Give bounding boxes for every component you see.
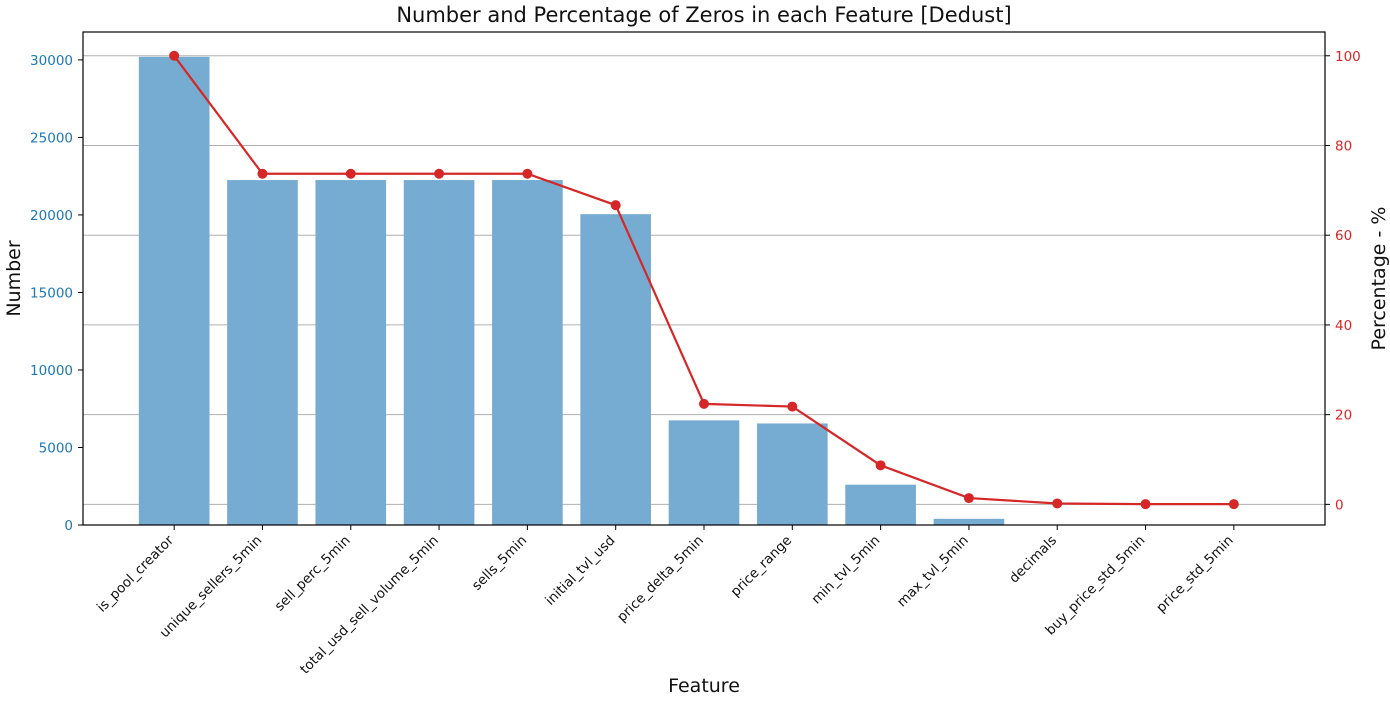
percentage-point-initial_tvl_usd	[610, 200, 621, 211]
right-tick-label: 40	[1335, 318, 1352, 334]
left-tick-label: 20000	[30, 208, 73, 224]
percentage-point-max_tvl_5min	[963, 493, 974, 504]
y-axis-label: Number	[3, 240, 25, 317]
percentage-point-total_usd_sell_volume_5min	[434, 168, 445, 179]
x-tick-label: price_delta_5min	[614, 533, 707, 626]
x-tick-label: price_range	[728, 533, 796, 601]
left-tick-label: 30000	[30, 53, 73, 69]
x-axis-label: Feature	[668, 675, 740, 697]
left-tick-label: 25000	[30, 130, 73, 146]
percentage-line-series	[169, 50, 1239, 510]
percentage-point-unique_sellers_5min	[257, 168, 268, 179]
x-tick-label: unique_sellers_5min	[157, 533, 266, 642]
x-tick-label: total_usd_sell_volume_5min	[297, 533, 442, 678]
bar-price_range	[756, 423, 828, 525]
x-tick-label: initial_tvl_usd	[542, 533, 618, 609]
percentage-point-buy_price_std_5min	[1140, 499, 1151, 510]
percentage-point-decimals	[1052, 498, 1063, 509]
left-tick-label: 5000	[39, 440, 73, 456]
bar-total_usd_sell_volume_5min	[403, 180, 475, 525]
percentage-point-is_pool_creator	[169, 50, 180, 61]
percentage-point-min_tvl_5min	[875, 460, 886, 471]
x-tick-label: max_tvl_5min	[894, 533, 972, 611]
percentage-point-sell_perc_5min	[345, 168, 356, 179]
y2-axis-label: Percentage - %	[1368, 207, 1390, 351]
right-tick-label: 100	[1335, 49, 1361, 65]
x-tick-label: sells_5min	[469, 533, 530, 594]
bar-price_delta_5min	[668, 420, 740, 525]
left-tick-label: 0	[64, 518, 73, 534]
bar-sell_perc_5min	[315, 180, 387, 525]
percentage-point-price_std_5min	[1228, 499, 1239, 510]
x-tick-label: sell_perc_5min	[272, 533, 354, 615]
right-tick-label: 80	[1335, 138, 1352, 154]
bar-sells_5min	[492, 180, 563, 525]
percentage-point-sells_5min	[522, 168, 533, 179]
right-tick-label: 0	[1335, 497, 1344, 513]
percentage-point-price_delta_5min	[699, 398, 709, 409]
bar-initial_tvl_usd	[580, 214, 652, 525]
bar-series	[138, 56, 1005, 526]
bar-min_tvl_5min	[845, 484, 916, 525]
right-tick-label: 20	[1335, 408, 1352, 424]
x-tick-label: price_std_5min	[1153, 533, 1236, 616]
right-tick-label: 60	[1335, 228, 1352, 244]
bar-is_pool_creator	[138, 56, 210, 526]
x-tick-label: min_tvl_5min	[808, 533, 883, 608]
left-tick-label: 15000	[30, 285, 73, 301]
bar-max_tvl_5min	[933, 518, 1005, 525]
percentage-point-price_range	[787, 401, 798, 412]
right-y-axis: 0 20 40 60 80 100	[1325, 49, 1361, 513]
x-tick-label: buy_price_std_5min	[1042, 533, 1148, 639]
left-tick-label: 10000	[30, 363, 73, 379]
x-tick-label: decimals	[1006, 533, 1060, 587]
bar-unique_sellers_5min	[227, 180, 298, 525]
chart-title: Number and Percentage of Zeros in each F…	[396, 3, 1011, 27]
left-y-axis: 0 5000 10000 15000 20000 25000 30000	[30, 53, 83, 534]
x-tick-label: is_pool_creator	[94, 532, 177, 615]
